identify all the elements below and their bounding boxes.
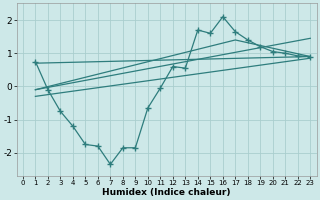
X-axis label: Humidex (Indice chaleur): Humidex (Indice chaleur): [102, 188, 231, 197]
